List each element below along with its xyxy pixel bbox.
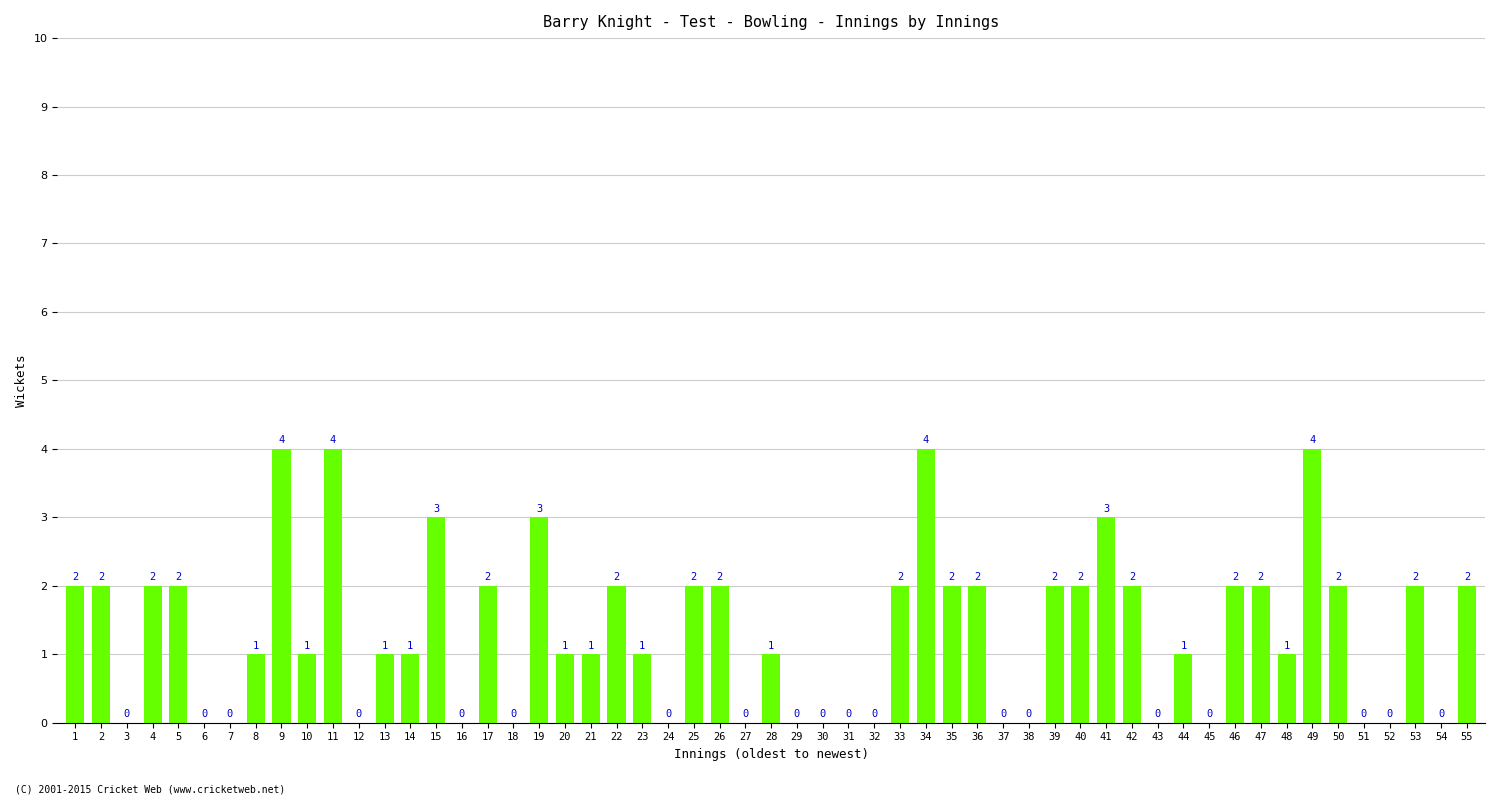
- Text: 2: 2: [614, 572, 620, 582]
- Bar: [1174, 654, 1192, 722]
- Text: 2: 2: [1052, 572, 1058, 582]
- Title: Barry Knight - Test - Bowling - Innings by Innings: Barry Knight - Test - Bowling - Innings …: [543, 15, 999, 30]
- Text: 1: 1: [768, 641, 774, 651]
- Bar: [556, 654, 574, 722]
- Text: 2: 2: [1464, 572, 1470, 582]
- Text: 0: 0: [794, 710, 800, 719]
- Bar: [1329, 586, 1347, 722]
- Text: 2: 2: [897, 572, 903, 582]
- Text: (C) 2001-2015 Cricket Web (www.cricketweb.net): (C) 2001-2015 Cricket Web (www.cricketwe…: [15, 784, 285, 794]
- Text: 4: 4: [1310, 435, 1316, 446]
- Bar: [246, 654, 264, 722]
- Text: 1: 1: [562, 641, 568, 651]
- Bar: [686, 586, 703, 722]
- Text: 1: 1: [1284, 641, 1290, 651]
- Text: 1: 1: [1180, 641, 1186, 651]
- Text: 1: 1: [588, 641, 594, 651]
- Text: 2: 2: [1232, 572, 1238, 582]
- Bar: [1124, 586, 1142, 722]
- Text: 2: 2: [690, 572, 698, 582]
- Bar: [1458, 586, 1476, 722]
- Text: 3: 3: [433, 504, 439, 514]
- Text: 2: 2: [484, 572, 490, 582]
- Text: 4: 4: [922, 435, 928, 446]
- Text: 0: 0: [871, 710, 877, 719]
- Bar: [711, 586, 729, 722]
- Text: 0: 0: [742, 710, 748, 719]
- Text: 0: 0: [1155, 710, 1161, 719]
- Text: 2: 2: [72, 572, 78, 582]
- Bar: [478, 586, 496, 722]
- Text: 2: 2: [1077, 572, 1083, 582]
- Text: 3: 3: [536, 504, 543, 514]
- Bar: [427, 518, 445, 722]
- Bar: [1252, 586, 1270, 722]
- Bar: [942, 586, 960, 722]
- Bar: [273, 449, 291, 722]
- Bar: [1071, 586, 1089, 722]
- Text: 2: 2: [717, 572, 723, 582]
- Text: 2: 2: [176, 572, 181, 582]
- Text: 2: 2: [1257, 572, 1264, 582]
- Text: 1: 1: [381, 641, 387, 651]
- Bar: [298, 654, 316, 722]
- Text: 0: 0: [1026, 710, 1032, 719]
- Text: 1: 1: [639, 641, 645, 651]
- Bar: [324, 449, 342, 722]
- Text: 0: 0: [1206, 710, 1212, 719]
- Text: 0: 0: [1386, 710, 1394, 719]
- Text: 0: 0: [846, 710, 852, 719]
- Bar: [582, 654, 600, 722]
- X-axis label: Innings (oldest to newest): Innings (oldest to newest): [674, 748, 868, 761]
- Bar: [144, 586, 162, 722]
- Bar: [891, 586, 909, 722]
- Text: 3: 3: [1102, 504, 1110, 514]
- Text: 2: 2: [1335, 572, 1341, 582]
- Text: 0: 0: [226, 710, 232, 719]
- Bar: [92, 586, 110, 722]
- Text: 0: 0: [201, 710, 207, 719]
- Bar: [1046, 586, 1064, 722]
- Text: 4: 4: [279, 435, 285, 446]
- Bar: [402, 654, 420, 722]
- Text: 1: 1: [304, 641, 310, 651]
- Text: 2: 2: [1413, 572, 1419, 582]
- Bar: [1096, 518, 1114, 722]
- Text: 2: 2: [98, 572, 104, 582]
- Text: 0: 0: [459, 710, 465, 719]
- Bar: [170, 586, 188, 722]
- Bar: [1278, 654, 1296, 722]
- Bar: [1304, 449, 1322, 722]
- Bar: [633, 654, 651, 722]
- Text: 0: 0: [356, 710, 362, 719]
- Y-axis label: Wickets: Wickets: [15, 354, 28, 406]
- Text: 0: 0: [1000, 710, 1006, 719]
- Text: 0: 0: [1438, 710, 1444, 719]
- Text: 2: 2: [948, 572, 954, 582]
- Bar: [1407, 586, 1425, 722]
- Text: 1: 1: [406, 641, 414, 651]
- Bar: [375, 654, 393, 722]
- Text: 0: 0: [1360, 710, 1366, 719]
- Text: 1: 1: [252, 641, 260, 651]
- Bar: [66, 586, 84, 722]
- Bar: [608, 586, 625, 722]
- Text: 0: 0: [123, 710, 130, 719]
- Text: 2: 2: [150, 572, 156, 582]
- Text: 0: 0: [819, 710, 827, 719]
- Text: 0: 0: [510, 710, 516, 719]
- Bar: [969, 586, 987, 722]
- Bar: [1226, 586, 1244, 722]
- Bar: [530, 518, 548, 722]
- Text: 2: 2: [1130, 572, 1136, 582]
- Text: 4: 4: [330, 435, 336, 446]
- Text: 0: 0: [664, 710, 670, 719]
- Text: 2: 2: [974, 572, 981, 582]
- Bar: [762, 654, 780, 722]
- Bar: [916, 449, 934, 722]
